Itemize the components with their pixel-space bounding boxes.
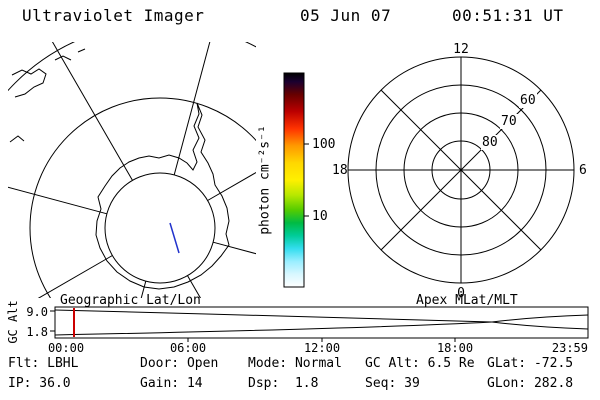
colorbar-tick-10: 10 [312,209,328,224]
geo-panel-caption: Geographic Lat/Lon [60,293,201,308]
status-ip: IP: 36.0 [8,376,71,391]
status-door: Door: Open [140,356,219,371]
date-display: 05 Jun 07 [300,6,392,25]
apex-mlt-6: 6 [579,163,587,178]
status-gc-alt: GC Alt: 6.5 Re [365,356,475,371]
satellite-track-segment [169,222,180,254]
xtick-1200: 12:00 [303,341,341,355]
status-dsp: Dsp: 1.8 [248,376,319,391]
gc-alt-strip [50,306,589,342]
gc-alt-ymin: 1.8 [26,325,48,339]
xtick-0600: 06:00 [169,341,207,355]
colorbar-bar [283,72,309,288]
apex-mlt-0: 0 [457,286,465,301]
geo-map-grid [8,42,256,298]
apex-panel-caption: Apex MLat/MLT [416,293,518,308]
apex-polar-grid [347,56,575,284]
xtick-2359: 23:59 [551,341,588,355]
apex-mlt-18: 18 [332,163,348,178]
time-display: 00:51:31 UT [452,6,564,25]
colorbar-unit-label: photon cm⁻²s⁻¹ [257,125,273,235]
apex-ring-60: 60 [519,93,537,108]
colorbar-tick-100: 100 [312,137,336,152]
status-glat: GLat: -72.5 [487,356,574,371]
app-title: Ultraviolet Imager [22,6,205,25]
status-gain: Gain: 14 [140,376,203,391]
gc-alt-axis-label: GC Alt [6,300,20,344]
status-flt: Flt: LBHL [8,356,79,371]
xtick-1800: 18:00 [436,341,474,355]
status-glon: GLon: 282.8 [487,376,574,391]
xtick-0000: 00:00 [47,341,85,355]
gc-alt-ymax: 9.0 [26,305,48,319]
status-seq: Seq: 39 [365,376,420,391]
antarctica-coastline [9,48,230,290]
apex-ring-70: 70 [500,114,518,129]
apex-mlt-12: 12 [453,42,469,57]
status-mode: Mode: Normal [248,356,342,371]
apex-ring-80: 80 [481,135,499,150]
